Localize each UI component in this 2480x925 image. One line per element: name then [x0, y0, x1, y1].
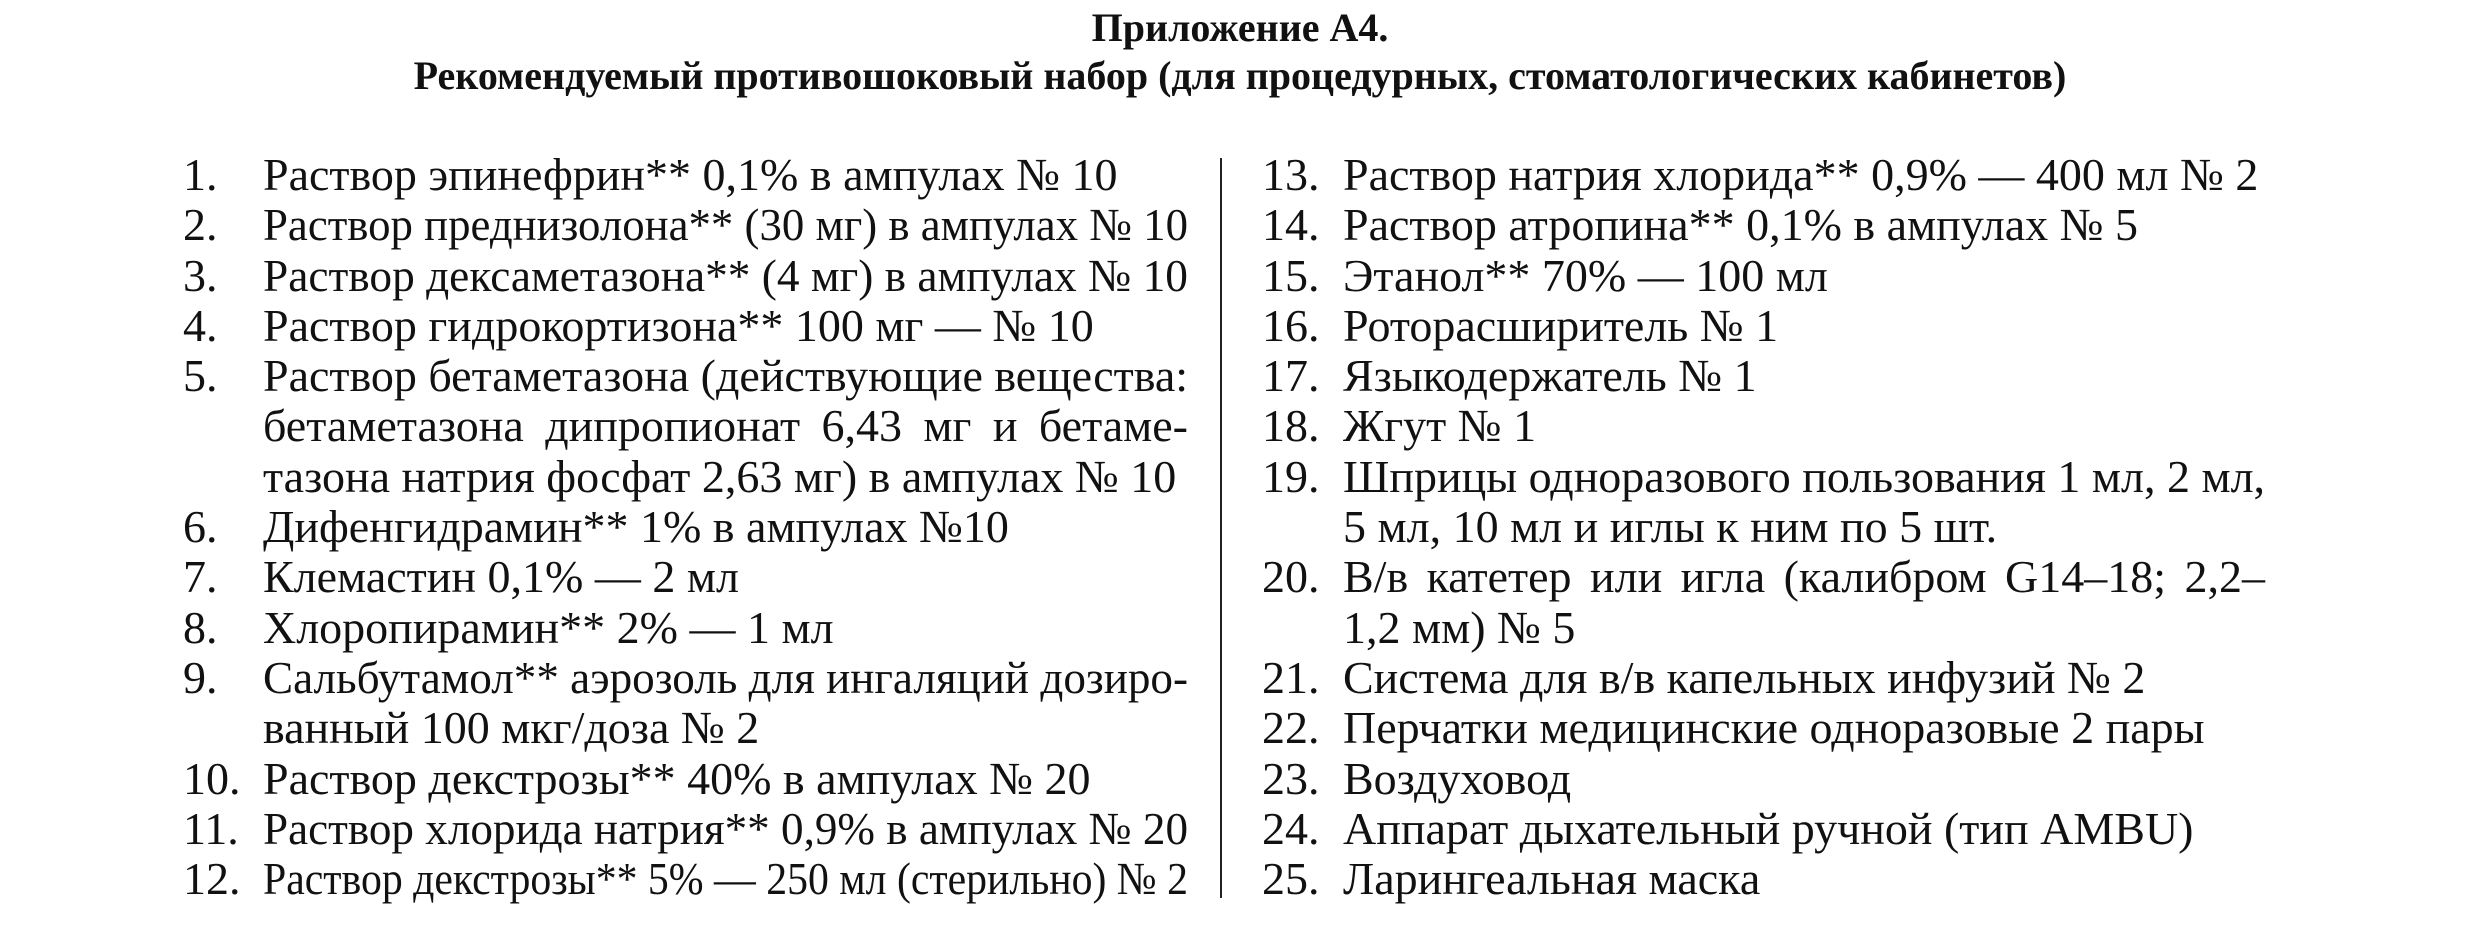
list-item: 2. Раствор преднизолона** (30 мг) в ампул… — [183, 199, 1189, 251]
list-item: 19. Шприцы одноразового пользования 1 мл,… — [1262, 450, 2266, 553]
appendix-subtitle: Рекомендуемый противошоковый набор (для … — [413, 53, 2067, 98]
item-number: 13. — [1262, 149, 1320, 200]
item-number: 24. — [1262, 802, 1320, 854]
item-text-line: Шприцы одноразового пользования 1 мл, 2 … — [1343, 450, 2266, 502]
item-text-line: тазона натрия фосфат 2,63 мг) в ампулах … — [263, 450, 1177, 502]
item-number: 18. — [1262, 400, 1320, 452]
list-item: 14. Раствор атропина** 0,1% в ампулах № 5 — [1262, 199, 2265, 251]
item-text-line: ванный 100 мкг/доза № 2 — [263, 702, 760, 754]
item-number: 8. — [183, 601, 218, 653]
list-item: 16. Роторасширитель № 1 — [1262, 299, 2265, 351]
list-item: 12. Раствор декстрозы** 5% — 250 мл (стер… — [183, 853, 1188, 905]
list-item: 20. В/в катетер или игла (калибром G14–18… — [1262, 552, 2265, 653]
item-text-line: Ларингеальная маска — [1343, 853, 1761, 905]
item-number: 6. — [183, 501, 218, 553]
right-column-list: 13. Раствор натрия хлорида** 0,9% — 400 м… — [1262, 149, 2266, 905]
list-item: 4. Раствор гидрокортизона** 100 мг — № 10 — [183, 299, 1188, 351]
item-text-line: Сальбутамол** аэрозоль для ингаляций доз… — [263, 651, 1189, 703]
list-item: 7. Клемастин 0,1% — 2 мл — [183, 551, 1188, 603]
item-number: 25. — [1262, 853, 1320, 905]
item-text-line: В/в катетер или игла (калибром G14–18; 2… — [1343, 551, 2266, 603]
item-text-line: Раствор преднизолона** (30 мг) в ампулах… — [263, 199, 1189, 251]
item-text-line: Этанол** 70% — 100 мл — [1343, 249, 1828, 301]
item-text-line: Клемастин 0,1% — 2 мл — [263, 551, 739, 603]
item-text-line: Раствор эпинефрин** 0,1% в ампулах № 10 — [263, 149, 1118, 200]
item-number: 7. — [183, 551, 218, 603]
item-text-line: 5 мл, 10 мл и иглы к ним по 5 шт. — [1343, 501, 1998, 553]
list-item: 13. Раствор натрия хлорида** 0,9% — 400 м… — [1262, 149, 2265, 200]
list-item: 25. Ларингеальная маска — [1262, 853, 2265, 905]
item-number: 20. — [1262, 551, 1320, 603]
list-item: 3. Раствор дексаметазона** (4 мг) в ампул… — [183, 249, 1188, 301]
item-number: 22. — [1262, 702, 1320, 754]
list-item: 11. Раствор хлорида натрия** 0,9% в ампул… — [183, 802, 1189, 854]
list-item: 15. Этанол** 70% — 100 мл — [1262, 249, 2265, 301]
item-number: 14. — [1262, 199, 1320, 251]
item-text-line: Жгут № 1 — [1343, 400, 1537, 452]
item-number: 16. — [1262, 299, 1320, 351]
item-text-line: Хлоропирамин** 2% — 1 мл — [263, 601, 834, 653]
list-item: 22. Перчатки медицинские одноразовые 2 па… — [1262, 702, 2265, 754]
item-text-line: Система для в/в капельных инфузий № 2 — [1343, 651, 2146, 703]
item-text-line: Раствор декстрозы** 5% — 250 мл (стериль… — [263, 853, 1188, 905]
list-item: 5. Раствор бетаметазона (действующие веще… — [183, 350, 1189, 502]
left-column-list: 1. Раствор эпинефрин** 0,1% в ампулах № 1… — [183, 149, 1189, 905]
list-item: 10. Раствор декстрозы** 40% в ампулах № 2… — [183, 752, 1188, 804]
item-text-line: Аппарат дыхательный ручной (тип AMBU) — [1343, 802, 2194, 854]
item-number: 2. — [183, 199, 218, 251]
item-number: 23. — [1262, 752, 1320, 804]
item-number: 17. — [1262, 350, 1320, 402]
item-text-line: Дифенгидрамин** 1% в ампулах №10 — [263, 501, 1009, 553]
item-text-line: 1,2 мм) № 5 — [1343, 601, 1576, 653]
item-number: 11. — [183, 802, 239, 854]
item-text-line: Раствор натрия хлорида** 0,9% — 400 мл №… — [1343, 149, 2259, 200]
column-divider — [1220, 158, 1222, 898]
item-text-line: Раствор бетаметазона (действующие вещест… — [263, 350, 1189, 402]
item-text-line: Воздуховод — [1343, 752, 1572, 804]
list-item: 6. Дифенгидрамин** 1% в ампулах №10 — [183, 501, 1188, 553]
list-item: 9. Сальбутамол** аэрозоль для ингаляций д… — [183, 651, 1189, 754]
item-number: 10. — [183, 752, 241, 804]
item-number: 21. — [1262, 651, 1320, 703]
item-number: 12. — [183, 853, 241, 905]
item-text-line: Роторасширитель № 1 — [1343, 299, 1779, 351]
item-text-line: Раствор декстрозы** 40% в ампулах № 20 — [263, 752, 1091, 804]
item-number: 9. — [183, 651, 218, 703]
appendix-title: Приложение А4. — [1091, 5, 1389, 50]
item-number: 1. — [183, 149, 218, 200]
list-item: 23. Воздуховод — [1262, 752, 2265, 804]
item-text-line: Перчатки медицинские одноразовые 2 пары — [1343, 702, 2205, 754]
item-number: 5. — [183, 350, 218, 402]
list-item: 21. Система для в/в капельных инфузий № 2 — [1262, 651, 2265, 703]
item-text-line: Раствор хлорида натрия** 0,9% в ампулах … — [263, 802, 1189, 854]
item-text-line: Языкодержатель № 1 — [1343, 350, 1757, 402]
list-item: 8. Хлоропирамин** 2% — 1 мл — [183, 601, 1188, 653]
item-number: 15. — [1262, 249, 1320, 301]
item-number: 4. — [183, 299, 218, 351]
item-text-line: бетаметазона дипропионат 6,43 мг и бетам… — [263, 400, 1188, 452]
list-item: 18. Жгут № 1 — [1262, 400, 2265, 452]
list-item: 17. Языкодержатель № 1 — [1262, 350, 2265, 402]
item-number: 19. — [1262, 450, 1320, 502]
list-item: 1. Раствор эпинефрин** 0,1% в ампулах № 1… — [183, 149, 1188, 200]
item-number: 3. — [183, 249, 218, 301]
item-text-line: Раствор дексаметазона** (4 мг) в ампулах… — [263, 249, 1188, 301]
list-item: 24. Аппарат дыхательный ручной (тип AMBU) — [1262, 802, 2265, 854]
item-text-line: Раствор атропина** 0,1% в ампулах № 5 — [1343, 199, 2139, 251]
item-text-line: Раствор гидрокортизона** 100 мг — № 10 — [263, 299, 1094, 351]
